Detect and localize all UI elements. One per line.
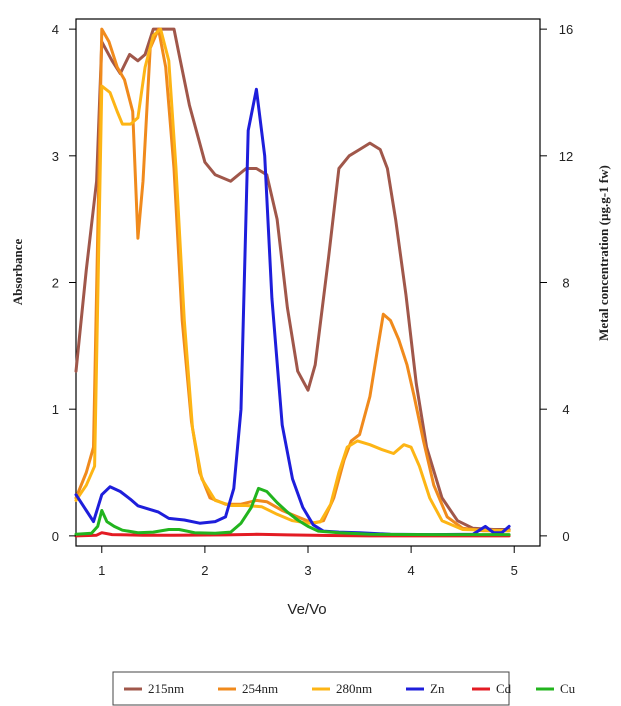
y-left-tick-label: 1 [52,402,59,417]
y-axis-left-title: Absorbance [10,239,25,306]
series-layer [74,27,511,538]
legend-label-zn: Zn [430,681,445,696]
y-right-tick-label: 8 [562,276,569,291]
x-axis-title: Ve/Vo [287,601,326,618]
y-right-tick-label: 4 [562,402,569,417]
x-axis: 1 2 3 4 5 [98,546,518,578]
y-axis-right: 0 4 8 12 16 [540,22,573,544]
y-left-tick-label: 4 [52,22,59,37]
legend: 215nm 254nm 280nm Zn Cd Cu [112,671,576,706]
legend-label-cd: Cd [496,681,512,696]
plot-area-border [75,18,541,547]
x-tick-label: 3 [304,563,311,578]
y-axis-right-title: Metal concentration (µg.g-1 fw) [596,165,611,341]
series-line-cd [74,531,511,538]
series-line-cu [74,486,511,537]
legend-label-280nm: 280nm [336,681,372,696]
x-tick-label: 2 [201,563,208,578]
legend-label-215nm: 215nm [148,681,184,696]
x-tick-label: 5 [511,563,518,578]
y-right-tick-label: 12 [559,149,573,164]
y-right-tick-label: 16 [559,22,573,37]
y-axis-left: 0 1 2 3 4 [52,22,76,544]
series-line-215nm [74,27,511,531]
legend-label-254nm: 254nm [242,681,278,696]
series-line-280nm [74,27,511,533]
series-line-254nm [74,27,511,533]
x-tick-label: 1 [98,563,105,578]
series-line-zn [74,87,511,537]
y-left-tick-label: 0 [52,529,59,544]
y-right-tick-label: 0 [562,529,569,544]
y-left-tick-label: 3 [52,149,59,164]
x-tick-label: 4 [407,563,414,578]
legend-label-cu: Cu [560,681,576,696]
y-left-tick-label: 2 [52,276,59,291]
legend-box [112,671,510,706]
plot-frame [75,18,541,547]
